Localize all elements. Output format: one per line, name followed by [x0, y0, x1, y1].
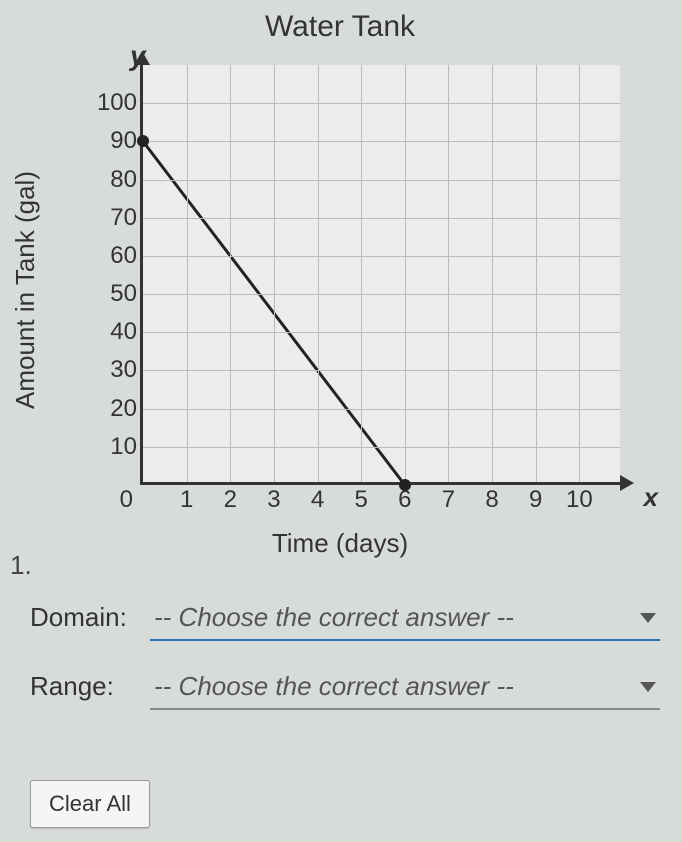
- gridline-vertical: [405, 65, 406, 482]
- question-number: 1.: [10, 550, 32, 581]
- y-tick-label: 40: [83, 318, 143, 346]
- gridline-vertical: [230, 65, 231, 482]
- chevron-down-icon: [640, 682, 656, 692]
- domain-label: Domain:: [30, 602, 150, 633]
- gridline-vertical: [448, 65, 449, 482]
- y-axis-label: Amount in Tank (gal): [10, 171, 41, 409]
- x-tick-label: 10: [566, 482, 593, 514]
- gridline-horizontal: [143, 103, 620, 104]
- gridline-horizontal: [143, 409, 620, 410]
- range-row: Range: -- Choose the correct answer --: [30, 669, 660, 710]
- y-tick-label: 100: [83, 89, 143, 117]
- x-tick-label: 1: [180, 482, 193, 514]
- y-tick-label: 80: [83, 166, 143, 194]
- gridline-horizontal: [143, 256, 620, 257]
- data-line: [143, 65, 623, 485]
- chevron-down-icon: [640, 613, 656, 623]
- gridline-vertical: [318, 65, 319, 482]
- gridline-horizontal: [143, 180, 620, 181]
- domain-dropdown[interactable]: -- Choose the correct answer --: [150, 600, 660, 641]
- range-dropdown[interactable]: -- Choose the correct answer --: [150, 669, 660, 710]
- answers-section: Domain: -- Choose the correct answer -- …: [30, 600, 660, 710]
- range-label: Range:: [30, 671, 150, 702]
- y-tick-label: 90: [83, 127, 143, 155]
- x-tick-label: 8: [485, 482, 498, 514]
- x-axis-variable: x: [644, 482, 658, 513]
- y-tick-label: 20: [83, 395, 143, 423]
- clear-all-button[interactable]: Clear All: [30, 780, 150, 828]
- chart-title: Water Tank: [10, 10, 670, 44]
- gridline-horizontal: [143, 370, 620, 371]
- y-tick-label: 60: [83, 242, 143, 270]
- chart-container: Water Tank y x Amount in Tank (gal) Time…: [10, 10, 670, 570]
- x-tick-label: 3: [267, 482, 280, 514]
- y-tick-label: 70: [83, 204, 143, 232]
- x-axis-label: Time (days): [10, 528, 670, 559]
- gridline-horizontal: [143, 447, 620, 448]
- data-point: [137, 135, 149, 147]
- gridline-vertical: [536, 65, 537, 482]
- gridline-horizontal: [143, 332, 620, 333]
- range-placeholder: -- Choose the correct answer --: [154, 671, 514, 702]
- domain-placeholder: -- Choose the correct answer --: [154, 602, 514, 633]
- x-tick-label: 2: [224, 482, 237, 514]
- gridline-vertical: [361, 65, 362, 482]
- y-tick-label: 50: [83, 280, 143, 308]
- x-tick-label: 7: [442, 482, 455, 514]
- gridline-horizontal: [143, 141, 620, 142]
- gridline-horizontal: [143, 218, 620, 219]
- x-tick-label: 4: [311, 482, 324, 514]
- domain-row: Domain: -- Choose the correct answer --: [30, 600, 660, 641]
- y-tick-label: 30: [83, 356, 143, 384]
- gridline-vertical: [492, 65, 493, 482]
- data-point: [399, 479, 411, 491]
- x-tick-label: 5: [354, 482, 367, 514]
- gridline-vertical: [274, 65, 275, 482]
- y-tick-label: 10: [83, 433, 143, 461]
- origin-label: 0: [120, 482, 143, 514]
- gridline-vertical: [579, 65, 580, 482]
- y-axis-arrow-icon: [134, 51, 150, 65]
- x-tick-label: 9: [529, 482, 542, 514]
- gridline-vertical: [187, 65, 188, 482]
- plot-area: 0 12345678910102030405060708090100: [140, 65, 620, 485]
- gridline-horizontal: [143, 294, 620, 295]
